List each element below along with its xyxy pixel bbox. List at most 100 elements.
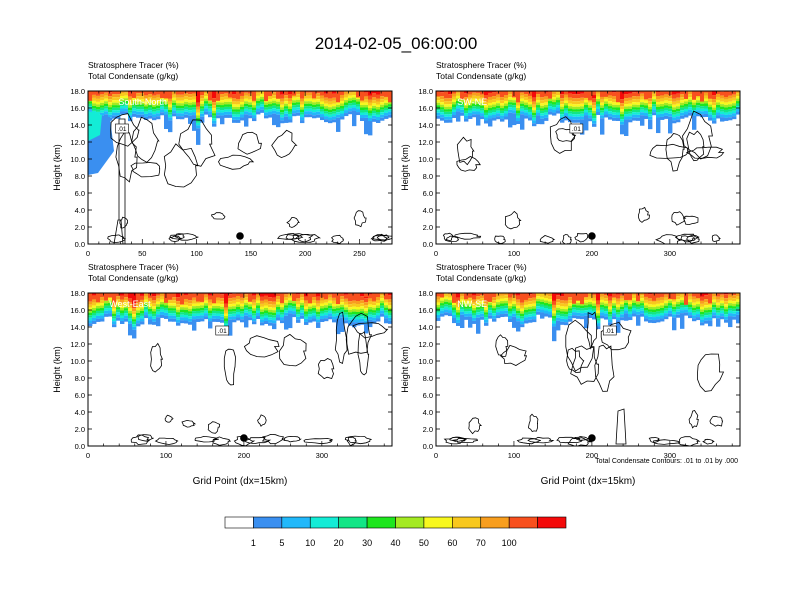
station-marker <box>236 232 244 240</box>
y-tick-label: 10.0 <box>418 155 433 164</box>
y-tick-label: 12.0 <box>70 340 85 349</box>
y-tick-label: 4.0 <box>423 206 433 215</box>
condensate-contours <box>130 311 389 446</box>
x-tick-label: 200 <box>238 451 251 460</box>
contour-label: .01 <box>605 328 614 335</box>
panel-label: West-East <box>109 299 151 309</box>
station-marker <box>588 434 596 442</box>
panel-label: SW-NE <box>457 97 487 107</box>
y-tick-label: 4.0 <box>423 408 433 417</box>
y-tick-label: 2.0 <box>75 425 85 434</box>
colorbar-label: 30 <box>362 538 372 548</box>
y-tick-label: 10.0 <box>418 357 433 366</box>
colorbar-swatch <box>537 516 567 529</box>
y-axis-label: Height (km) <box>52 144 62 191</box>
station-marker <box>588 232 596 240</box>
y-tick-label: 12.0 <box>70 138 85 147</box>
y-tick-label: 18.0 <box>70 289 85 298</box>
x-tick-label: 100 <box>508 249 521 258</box>
panel-subtitle-condensate: Total Condensate (g/kg) <box>88 273 178 283</box>
contour-label: .01 <box>218 328 227 335</box>
y-tick-label: 6.0 <box>423 189 433 198</box>
condensate-contours <box>443 311 725 446</box>
y-tick-label: 16.0 <box>418 104 433 113</box>
y-axis-label: Height (km) <box>52 346 62 393</box>
panel-subtitle-condensate: Total Condensate (g/kg) <box>436 71 526 81</box>
y-tick-label: 16.0 <box>70 104 85 113</box>
panel-south-north: Stratosphere Tracer (%)Total Condensate … <box>52 60 393 258</box>
plot-frame <box>435 292 741 447</box>
y-tick-label: 6.0 <box>423 391 433 400</box>
panel-west-east: Stratosphere Tracer (%)Total Condensate … <box>52 262 393 487</box>
colorbar-swatch <box>452 516 482 529</box>
y-tick-label: 18.0 <box>70 87 85 96</box>
colorbar-label: 5 <box>279 538 284 548</box>
y-tick-label: 0.0 <box>75 442 85 451</box>
y-axis-label: Height (km) <box>400 144 410 191</box>
contour-footnote: Total Condensate Contours: .01 to .01 by… <box>595 458 738 465</box>
y-tick-label: 2.0 <box>423 425 433 434</box>
y-tick-label: 18.0 <box>418 87 433 96</box>
x-tick-label: 0 <box>86 249 90 258</box>
colorbar-swatch <box>281 516 311 529</box>
panel-subtitle-tracer: Stratosphere Tracer (%) <box>436 262 527 272</box>
y-tick-label: 12.0 <box>418 340 433 349</box>
x-tick-label: 200 <box>586 451 599 460</box>
x-tick-label: 200 <box>586 249 599 258</box>
x-tick-label: 0 <box>86 451 90 460</box>
x-tick-label: 300 <box>664 451 677 460</box>
y-tick-label: 10.0 <box>70 357 85 366</box>
y-tick-label: 4.0 <box>75 206 85 215</box>
y-tick-label: 14.0 <box>418 121 433 130</box>
colorbar-swatch <box>338 516 368 529</box>
panel-subtitle-tracer: Stratosphere Tracer (%) <box>88 262 179 272</box>
y-tick-label: 6.0 <box>75 189 85 198</box>
y-tick-label: 0.0 <box>423 442 433 451</box>
y-tick-label: 0.0 <box>75 240 85 249</box>
contour-label-box <box>215 325 230 336</box>
y-tick-label: 10.0 <box>70 155 85 164</box>
contour-label-box <box>115 123 129 134</box>
colorbar-swatch <box>395 516 425 529</box>
y-tick-label: 16.0 <box>70 306 85 315</box>
tracer-field: NW-SE .01 <box>436 293 740 446</box>
y-tick-label: 14.0 <box>418 323 433 332</box>
colorbar-label: 100 <box>502 538 517 548</box>
panel-subtitle-tracer: Stratosphere Tracer (%) <box>436 60 527 70</box>
panel-nw-se: Stratosphere Tracer (%) Total Condensate … <box>400 262 741 487</box>
x-tick-label: 200 <box>299 249 312 258</box>
y-tick-label: 2.0 <box>423 223 433 232</box>
figure-title: 2014-02-05_06:00:00 <box>315 34 478 53</box>
x-tick-label: 300 <box>316 451 329 460</box>
x-axis-label: Grid Point (dx=15km) <box>541 476 636 487</box>
y-tick-label: 14.0 <box>70 121 85 130</box>
y-tick-label: 8.0 <box>75 172 85 181</box>
condensate-contours <box>107 113 392 244</box>
x-tick-label: 0 <box>434 249 438 258</box>
tracer-field: South-North .01 <box>88 91 392 244</box>
y-tick-label: 4.0 <box>75 408 85 417</box>
colorbar-label: 10 <box>305 538 315 548</box>
colorbar-swatch <box>366 516 396 529</box>
station-marker <box>240 434 248 442</box>
contour-label-box <box>602 325 617 336</box>
colorbar-label: 40 <box>390 538 400 548</box>
colorbar-swatch <box>224 516 254 529</box>
panel-subtitle-condensate: Total Condensate (g/kg) <box>88 71 178 81</box>
panel-label: South-North <box>118 97 167 107</box>
contour-label: .01 <box>117 126 126 133</box>
panel-sw-ne: Stratosphere Tracer (%)Total Condensate … <box>400 60 741 258</box>
colorbar-swatch <box>309 516 339 529</box>
x-tick-label: 50 <box>138 249 146 258</box>
x-axis-label: Grid Point (dx=15km) <box>193 476 288 487</box>
colorbar-label: 1 <box>251 538 256 548</box>
plot-frame <box>87 292 393 447</box>
y-axis-label: Height (km) <box>400 346 410 393</box>
x-tick-label: 300 <box>664 249 677 258</box>
colorbar: 1 5 10 20 30 40 50 60 70 100 <box>224 516 567 548</box>
y-tick-label: 2.0 <box>75 223 85 232</box>
plot-frame <box>435 90 741 245</box>
panel-subtitle-tracer: Stratosphere Tracer (%) <box>88 60 179 70</box>
y-tick-label: 8.0 <box>423 374 433 383</box>
